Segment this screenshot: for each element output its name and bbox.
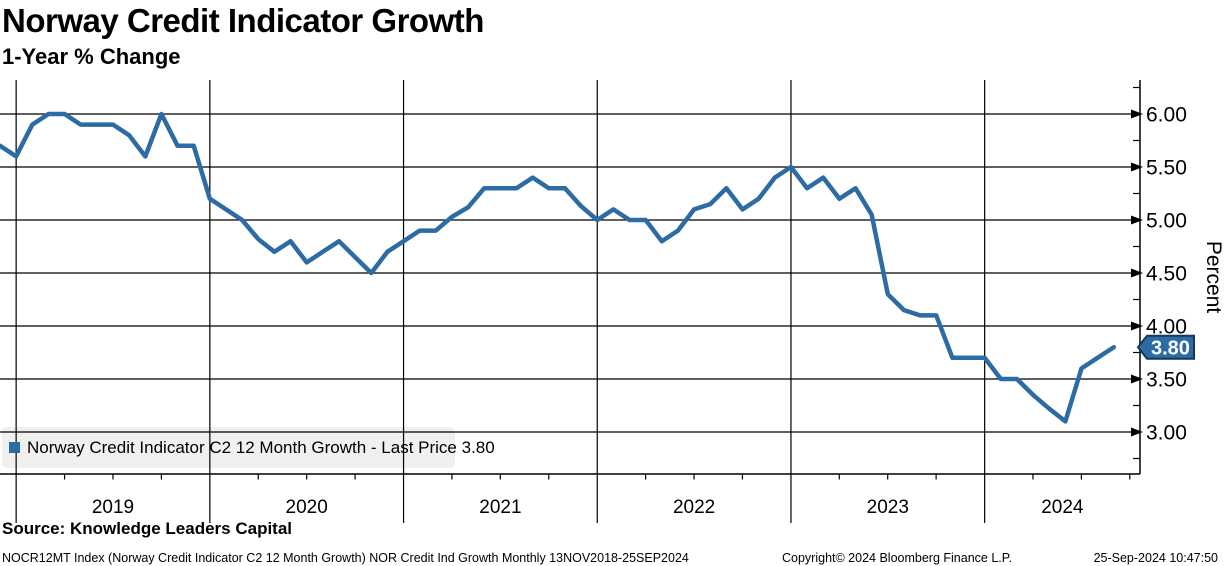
legend-label: Norway Credit Indicator C2 12 Month Grow… [27,437,495,457]
year-label: 2023 [867,497,909,518]
year-label: 2019 [92,497,134,518]
footer-copyright: Copyright© 2024 Bloomberg Finance L.P. [782,551,1012,565]
year-label: 2022 [673,497,715,518]
legend-swatch-icon [9,442,20,453]
footer-ticker-info: NOCR12MT Index (Norway Credit Indicator … [2,551,689,565]
last-price-tag [1136,334,1195,360]
page-title: Norway Credit Indicator Growth [2,2,484,39]
y-tick-label: 3.50 [1146,369,1187,392]
year-label: 2024 [1041,497,1084,518]
year-label: 2021 [479,497,521,518]
y-major-tick-arrow [1131,162,1143,172]
y-tick-label: 4.50 [1146,263,1187,286]
y-tick-label: 3.00 [1146,422,1187,445]
y-tick-label: 5.00 [1146,210,1187,233]
y-major-tick-arrow [1131,215,1143,225]
y-tick-label: 5.50 [1146,157,1187,180]
y-major-tick-arrow [1131,109,1143,119]
y-tick-label: 6.00 [1146,104,1187,127]
legend-background [2,427,455,468]
y-axis-title: Percent [1202,241,1224,314]
y-tick-label: 4.00 [1146,316,1187,339]
data-line [0,111,1117,424]
footer-timestamp: 25-Sep-2024 10:47:50 [1093,551,1218,565]
y-major-tick-arrow [1131,321,1143,331]
y-major-tick-arrow [1131,427,1143,437]
last-price-tag-label: 3.80 [1151,338,1190,360]
source-line: Source: Knowledge Leaders Capital [2,519,293,538]
y-major-tick-arrow [1131,374,1143,384]
page-subtitle: 1-Year % Change [2,44,181,69]
y-major-tick-arrow [1131,268,1143,278]
legend: Norway Credit Indicator C2 12 Month Grow… [9,427,495,468]
year-label: 2020 [286,497,328,518]
